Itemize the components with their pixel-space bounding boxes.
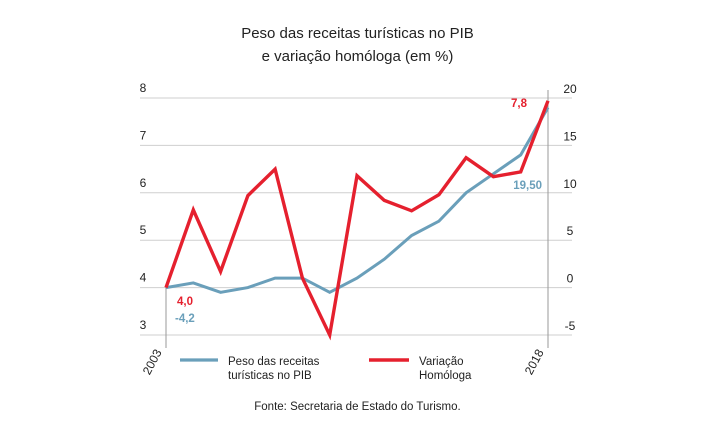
y-right-tick-label: 5 [567,224,574,238]
x-tick-label: 2018 [522,347,547,377]
y-left-tick-label: 8 [140,81,147,95]
legend-label-peso-line-2: turísticas no PIB [228,370,312,382]
y-right-tick-label: 0 [567,272,574,286]
y-right-tick-label: -5 [565,319,576,333]
source-note: Fonte: Secretaria de Estado do Turismo. [254,401,461,413]
chart-title-line-1: Peso das receitas turísticas no PIB [241,25,474,42]
x-tick-label: 2003 [140,347,165,377]
legend-label-peso-line-1: Peso das receitas [228,356,320,368]
y-left-tick-label: 7 [140,128,147,142]
data-label: 4,0 [177,296,193,308]
series-line-variacao [164,100,550,341]
data-label: -4,2 [175,313,195,325]
legend-label-variacao-line-1: Variação [419,356,464,368]
chart-title-line-2: e variação homóloga (em %) [261,48,454,65]
data-label: 19,50 [513,180,542,192]
y-right-tick-label: 10 [563,177,577,191]
y-left-tick-label: 6 [140,176,147,190]
y-right-tick-label: 15 [563,129,577,143]
y-right-tick-label: 20 [563,82,577,96]
data-label: 7,8 [511,98,528,110]
y-left-tick-label: 4 [140,271,147,285]
y-left-tick-label: 3 [140,318,147,332]
y-left-tick-label: 5 [140,223,147,237]
chart-title: Peso das receitas turísticas no PIB e va… [0,22,715,68]
legend-label-variacao-line-2: Homóloga [419,370,472,382]
